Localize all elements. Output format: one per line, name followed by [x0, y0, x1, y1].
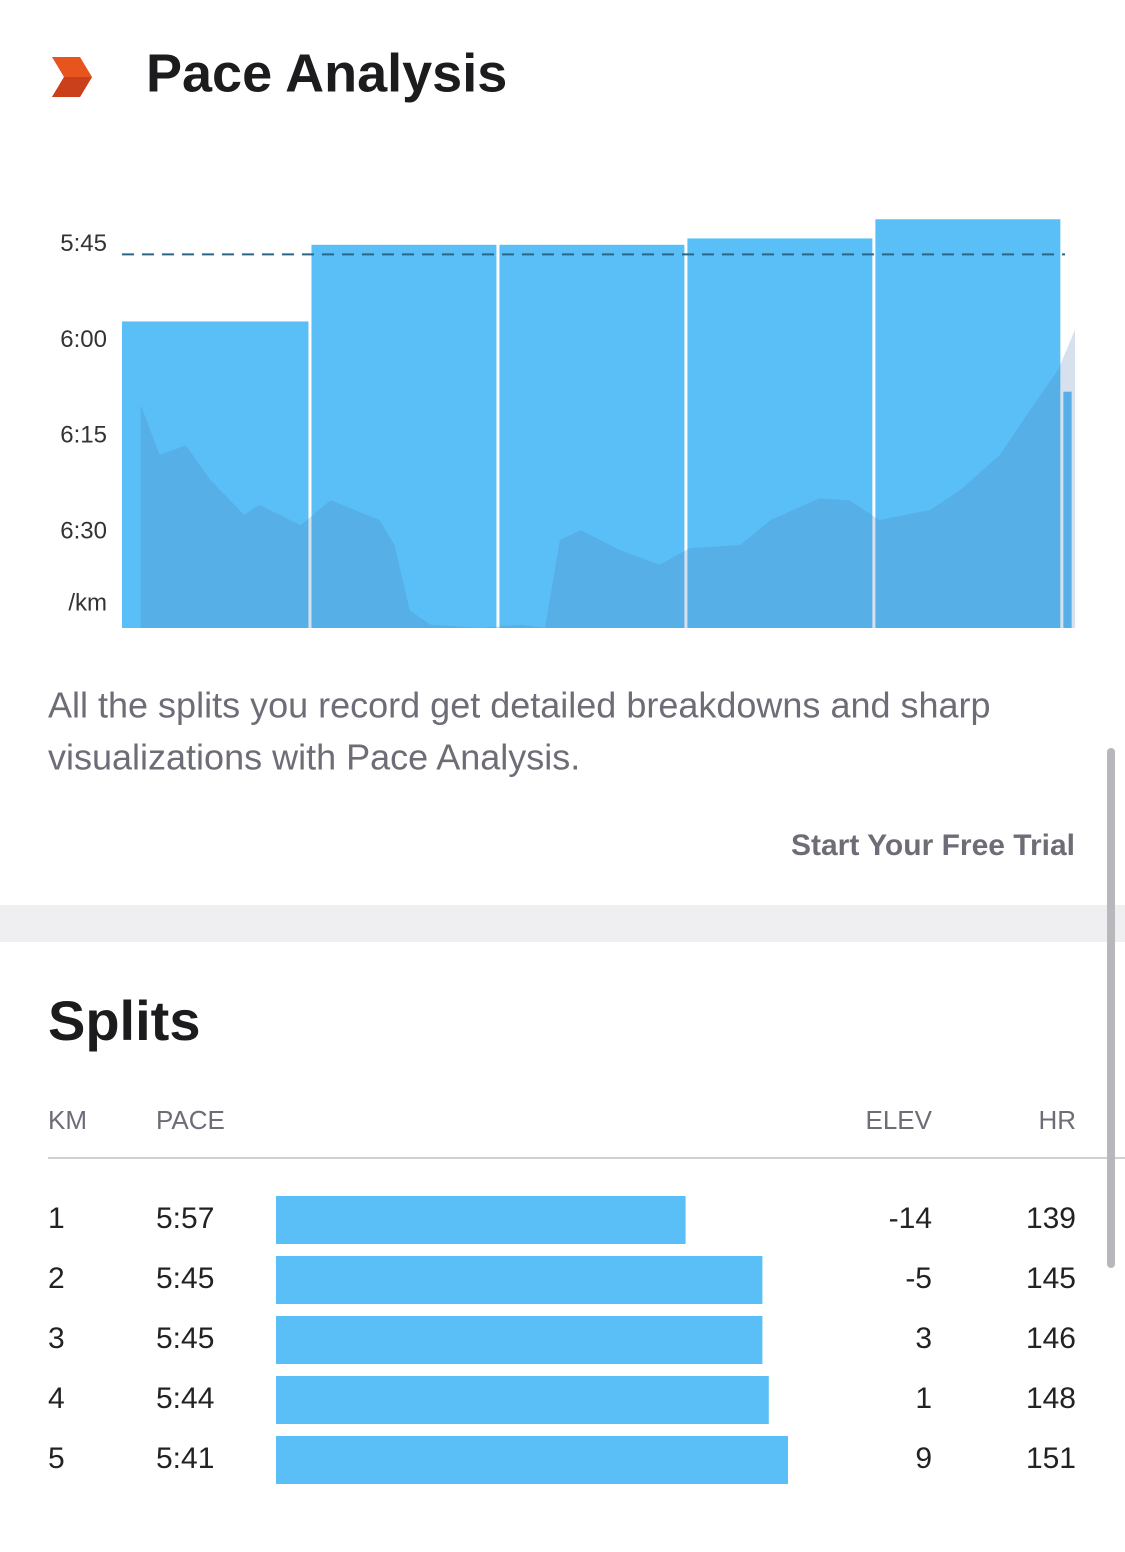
description-line: visualizations with Pace Analysis. — [48, 737, 580, 778]
pace-bar — [276, 1196, 686, 1244]
column-header: PACE — [156, 1105, 225, 1135]
splits-title: Splits — [48, 989, 200, 1052]
title: Pace Analysis — [146, 43, 507, 103]
pace-chart: 5:45 6:00 6:15 6:30/km — [60, 219, 1075, 629]
elev-cell: 1 — [915, 1382, 932, 1415]
column-header: KM — [48, 1105, 87, 1135]
pace-cell: 5:44 — [156, 1382, 214, 1415]
pace-bar — [276, 1436, 788, 1484]
y-tick-label: 6:15 — [60, 422, 107, 449]
pace-cell: 5:57 — [156, 1202, 214, 1235]
column-header: HR — [1038, 1105, 1076, 1135]
bar — [1063, 391, 1072, 628]
y-tick-label: 6:00 — [60, 326, 107, 353]
description-line: All the splits you record get detailed b… — [48, 685, 991, 726]
logo-shade — [52, 77, 92, 97]
elev-cell: 9 — [915, 1442, 932, 1475]
y-axis-label: /km — [68, 589, 107, 616]
pace-bar — [276, 1376, 769, 1424]
bar — [875, 219, 1061, 628]
pace-cell: 5:45 — [156, 1322, 214, 1355]
pace-cell: 5:45 — [156, 1262, 214, 1295]
elev-cell: -14 — [889, 1202, 932, 1235]
bar — [499, 244, 685, 629]
pace-bar — [276, 1316, 763, 1364]
hr-cell: 151 — [1026, 1442, 1076, 1475]
bar — [122, 321, 309, 628]
splits-table: 1 5:57 -14 139 2 5:45 -5 145 3 5:45 3 146 4 5:44 1 148 5… — [48, 1196, 1076, 1484]
km-cell: 5 — [48, 1442, 65, 1475]
pace-bar — [276, 1256, 763, 1304]
y-tick-label: 6:30 — [60, 518, 107, 545]
km-cell: 2 — [48, 1262, 65, 1295]
elev-cell: 3 — [915, 1322, 932, 1355]
column-header: ELEV — [866, 1105, 933, 1135]
pace-profile — [140, 329, 1075, 628]
hr-cell: 145 — [1026, 1262, 1076, 1295]
km-cell: 4 — [48, 1382, 65, 1415]
free-trial-button[interactable]: Start Your Free Trial — [791, 829, 1075, 862]
bar — [311, 244, 497, 629]
elev-cell: -5 — [905, 1262, 932, 1295]
separator — [0, 905, 1125, 942]
hr-cell: 146 — [1026, 1322, 1076, 1355]
km-cell: 1 — [48, 1202, 65, 1235]
bar — [687, 238, 873, 628]
hr-cell: 148 — [1026, 1382, 1076, 1415]
pace-cell: 5:41 — [156, 1442, 214, 1475]
y-tick-label: 5:45 — [60, 230, 107, 257]
scrollbar — [1107, 748, 1115, 1268]
hr-cell: 139 — [1026, 1202, 1076, 1235]
km-cell: 3 — [48, 1322, 65, 1355]
